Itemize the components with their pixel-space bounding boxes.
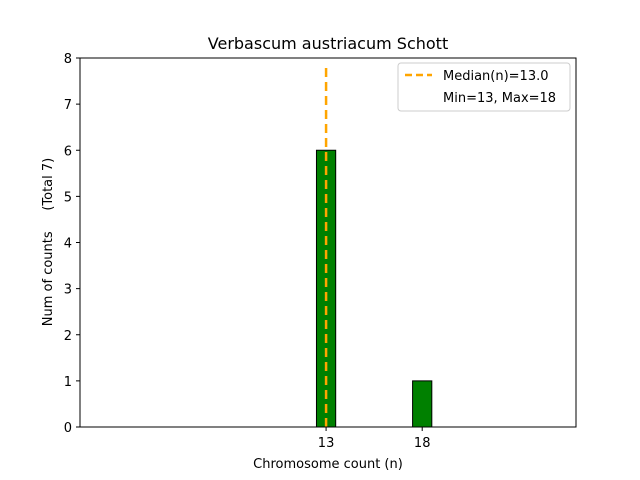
bars-group bbox=[315, 149, 433, 428]
y-tick-label-1: 1 bbox=[64, 375, 72, 390]
y-tick-label-0: 0 bbox=[64, 421, 72, 436]
y-axis: 0 1 2 3 4 5 6 7 8 bbox=[64, 52, 80, 436]
legend-range-label: Min=13, Max=18 bbox=[443, 91, 556, 106]
x-axis: 13 18 bbox=[318, 427, 431, 451]
legend-box bbox=[397, 62, 571, 112]
x-tick-label-13: 13 bbox=[318, 436, 335, 451]
y-tick-label-5: 5 bbox=[64, 190, 72, 205]
legend: Median(n)=13.0 Min=13, Max=18 bbox=[397, 62, 571, 112]
y-tick-label-3: 3 bbox=[64, 283, 72, 298]
bar-13 bbox=[315, 149, 337, 428]
bar-18 bbox=[412, 380, 433, 428]
y-tick-label-2: 2 bbox=[64, 329, 72, 344]
legend-median-label: Median(n)=13.0 bbox=[443, 69, 549, 84]
chart-title: Verbascum austriacum Schott bbox=[208, 34, 448, 53]
y-tick-label-4: 4 bbox=[64, 237, 72, 252]
x-axis-label: Chromosome count (n) bbox=[253, 457, 403, 472]
y-tick-label-7: 7 bbox=[64, 98, 72, 113]
y-tick-label-6: 6 bbox=[64, 144, 72, 159]
x-tick-label-18: 18 bbox=[414, 436, 431, 451]
y-tick-label-8: 8 bbox=[64, 52, 72, 67]
y-axis-label: Num of counts (Total 7) bbox=[41, 158, 56, 326]
